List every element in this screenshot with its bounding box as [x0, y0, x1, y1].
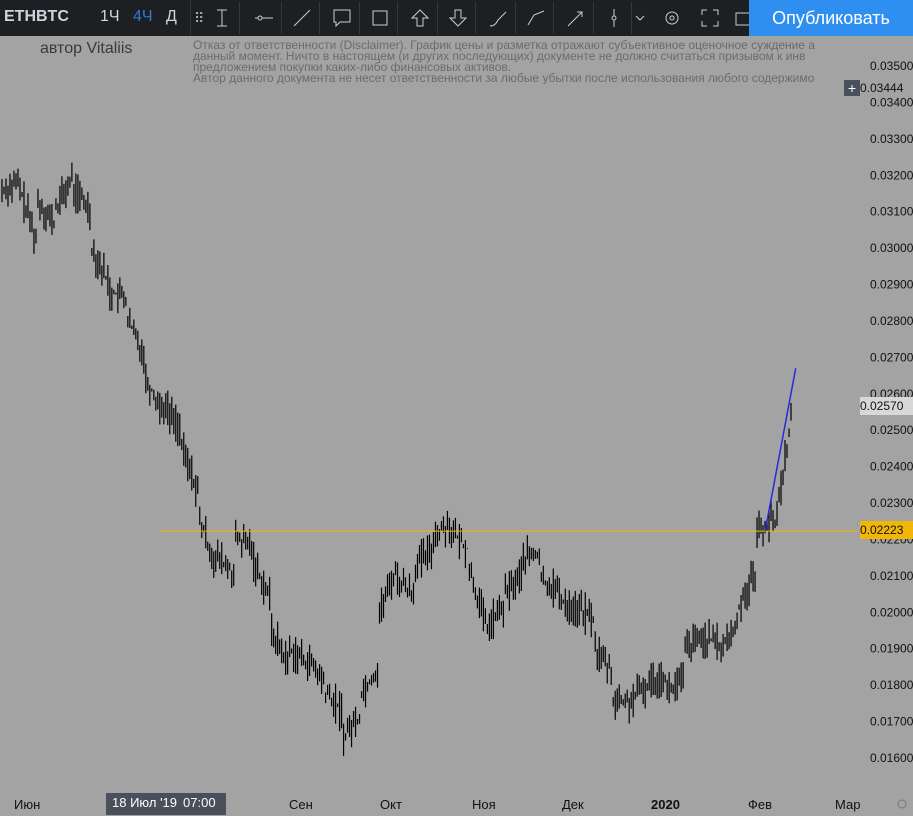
author-label[interactable]: автор Vitaliis — [40, 40, 133, 57]
y-tick-label: 0.02500 — [870, 423, 913, 437]
timeframe-1d[interactable]: Д — [166, 8, 177, 25]
trend-line[interactable] — [764, 368, 797, 532]
x-tick-label: Ноя — [472, 797, 496, 812]
y-tick-label: 0.01800 — [870, 678, 913, 692]
y-tick-label: 0.02400 — [870, 460, 913, 474]
crosshair-time-label: 18 Июл '19 07:00 — [106, 793, 226, 815]
arrow-down-icon[interactable] — [441, 2, 476, 34]
timeframe-4h[interactable]: 4Ч — [133, 8, 153, 25]
y-tick-label: 0.03000 — [870, 241, 913, 255]
y-tick-label: 0.02000 — [870, 605, 913, 619]
text-cursor-icon[interactable] — [205, 2, 240, 34]
trend-line-icon[interactable] — [285, 2, 320, 34]
y-tick-label: 0.03100 — [870, 205, 913, 219]
fullscreen-icon[interactable] — [698, 6, 722, 30]
plus-icon[interactable]: + — [844, 80, 860, 96]
x-tick-label: Сен — [289, 797, 313, 812]
rectangle-icon[interactable] — [363, 2, 398, 34]
brush-icon[interactable] — [481, 2, 516, 34]
chevron-down-icon[interactable] — [631, 2, 649, 34]
arrow-line-icon[interactable] — [559, 2, 594, 34]
y-tick-label: 0.02300 — [870, 496, 913, 510]
crosshair-date: 18 Июл '19 — [112, 795, 178, 810]
gear-icon[interactable] — [895, 797, 909, 811]
horizontal-line-icon[interactable] — [247, 2, 282, 34]
gear-icon[interactable] — [660, 6, 684, 30]
path-icon[interactable] — [519, 2, 554, 34]
price-tag-top: 0.03444 — [860, 79, 913, 97]
time-axis — [0, 793, 913, 815]
comment-icon[interactable] — [325, 2, 360, 34]
publish-button[interactable]: Опубликовать — [749, 0, 913, 36]
arrow-up-icon[interactable] — [403, 2, 438, 34]
disclaimer-text: Отказ от ответственности (Disclaimer). Г… — [193, 40, 816, 84]
y-tick-label: 0.01700 — [870, 715, 913, 729]
x-tick-label: 2020 — [651, 797, 680, 812]
y-tick-label: 0.03400 — [870, 95, 913, 109]
y-tick-label: 0.03200 — [870, 168, 913, 182]
y-tick-label: 0.02800 — [870, 314, 913, 328]
crosshair-time: 07:00 — [183, 795, 216, 810]
x-tick-label: Мар — [835, 797, 861, 812]
y-tick-label: 0.03500 — [870, 59, 913, 73]
x-tick-label: Июн — [14, 797, 41, 812]
y-tick-label: 0.02700 — [870, 350, 913, 364]
y-tick-label: 0.03300 — [870, 132, 913, 146]
vertical-line-icon[interactable] — [597, 2, 632, 34]
price-tag-level: 0.02223 — [860, 521, 913, 539]
x-tick-label: Фев — [748, 797, 773, 812]
y-tick-label: 0.01900 — [870, 642, 913, 656]
price-tag-current: 0.02570 — [860, 397, 913, 415]
symbol-label[interactable]: ETHBTC — [4, 8, 69, 25]
x-tick-label: Окт — [380, 797, 402, 812]
y-tick-label: 0.01600 — [870, 751, 913, 765]
x-tick-label: Дек — [562, 797, 584, 812]
y-tick-label: 0.02100 — [870, 569, 913, 583]
timeframe-1h[interactable]: 1Ч — [100, 8, 120, 25]
drag-handle-icon[interactable]: ⠿ — [194, 10, 205, 26]
y-tick-label: 0.02900 — [870, 278, 913, 292]
drawing-toolbar: ⠿ — [190, 0, 651, 36]
